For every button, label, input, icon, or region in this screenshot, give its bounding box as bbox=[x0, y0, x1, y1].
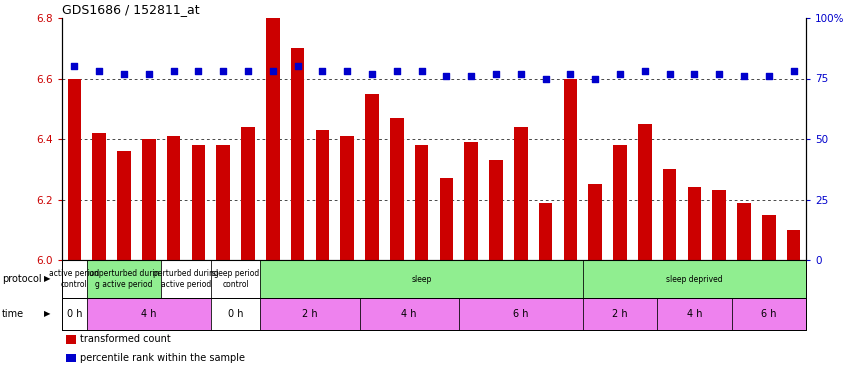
Bar bbox=[688, 188, 701, 260]
Bar bbox=[762, 214, 776, 260]
Point bbox=[539, 75, 552, 81]
Bar bbox=[62, 298, 87, 330]
Point bbox=[92, 68, 106, 74]
Point bbox=[440, 73, 453, 79]
Text: 2 h: 2 h bbox=[613, 309, 628, 319]
Point bbox=[613, 70, 627, 76]
Text: 6 h: 6 h bbox=[761, 309, 777, 319]
Bar bbox=[167, 136, 180, 260]
Bar bbox=[657, 298, 732, 330]
Bar bbox=[241, 127, 255, 260]
Bar bbox=[440, 178, 453, 260]
Point bbox=[340, 68, 354, 74]
Text: GDS1686 / 152811_at: GDS1686 / 152811_at bbox=[62, 3, 200, 16]
Bar bbox=[583, 298, 657, 330]
Point bbox=[762, 73, 776, 79]
Point bbox=[589, 75, 602, 81]
Point bbox=[415, 68, 428, 74]
Text: sleep period
control: sleep period control bbox=[212, 269, 259, 289]
Bar bbox=[360, 298, 459, 330]
Text: perturbed during
active period: perturbed during active period bbox=[153, 269, 219, 289]
Text: transformed count: transformed count bbox=[80, 334, 171, 344]
Point bbox=[217, 68, 230, 74]
Bar bbox=[737, 202, 750, 260]
Point bbox=[68, 63, 81, 69]
Bar bbox=[489, 160, 503, 260]
Bar bbox=[365, 94, 379, 260]
Text: percentile rank within the sample: percentile rank within the sample bbox=[80, 353, 244, 363]
Bar bbox=[266, 18, 280, 260]
Text: protocol: protocol bbox=[2, 274, 41, 284]
Text: time: time bbox=[2, 309, 24, 319]
Point bbox=[712, 70, 726, 76]
Bar bbox=[588, 184, 602, 260]
Text: 0 h: 0 h bbox=[67, 309, 82, 319]
Point bbox=[638, 68, 651, 74]
Bar bbox=[340, 136, 354, 260]
Bar bbox=[68, 78, 81, 260]
Text: 4 h: 4 h bbox=[141, 309, 157, 319]
Text: ▶: ▶ bbox=[44, 274, 50, 284]
Point bbox=[266, 68, 279, 74]
Bar bbox=[464, 142, 478, 260]
Bar bbox=[459, 298, 583, 330]
Point bbox=[291, 63, 305, 69]
Point bbox=[514, 70, 528, 76]
Point bbox=[192, 68, 206, 74]
Point bbox=[142, 70, 156, 76]
Point bbox=[489, 70, 503, 76]
Bar bbox=[787, 230, 800, 260]
Bar bbox=[390, 118, 404, 260]
Text: unperturbed durin
g active period: unperturbed durin g active period bbox=[89, 269, 159, 289]
Point bbox=[464, 73, 478, 79]
Bar bbox=[539, 202, 552, 260]
Bar bbox=[261, 260, 583, 298]
Point bbox=[787, 68, 800, 74]
Bar bbox=[563, 78, 577, 260]
Text: active period
control: active period control bbox=[49, 269, 100, 289]
Bar bbox=[261, 298, 360, 330]
Text: 2 h: 2 h bbox=[302, 309, 318, 319]
Text: 6 h: 6 h bbox=[513, 309, 529, 319]
Text: sleep: sleep bbox=[411, 274, 431, 284]
Bar bbox=[211, 298, 261, 330]
Text: sleep deprived: sleep deprived bbox=[666, 274, 722, 284]
Bar bbox=[583, 260, 806, 298]
Bar bbox=[142, 139, 156, 260]
Bar bbox=[87, 260, 162, 298]
Bar bbox=[712, 190, 726, 260]
Bar bbox=[662, 169, 677, 260]
Point bbox=[662, 70, 676, 76]
Bar bbox=[613, 145, 627, 260]
Text: 0 h: 0 h bbox=[228, 309, 244, 319]
Point bbox=[365, 70, 379, 76]
Bar bbox=[514, 127, 528, 260]
Point bbox=[167, 68, 180, 74]
Bar bbox=[162, 260, 211, 298]
Bar bbox=[316, 130, 329, 260]
Text: 4 h: 4 h bbox=[687, 309, 702, 319]
Text: 4 h: 4 h bbox=[402, 309, 417, 319]
Point bbox=[390, 68, 404, 74]
Bar bbox=[211, 260, 261, 298]
Point bbox=[688, 70, 701, 76]
Point bbox=[118, 70, 131, 76]
Bar bbox=[118, 151, 131, 260]
Bar bbox=[62, 260, 87, 298]
Bar bbox=[415, 145, 428, 260]
Bar bbox=[191, 145, 206, 260]
Point bbox=[563, 70, 577, 76]
Point bbox=[241, 68, 255, 74]
Bar bbox=[217, 145, 230, 260]
Text: ▶: ▶ bbox=[44, 309, 50, 318]
Point bbox=[737, 73, 750, 79]
Point bbox=[316, 68, 329, 74]
Bar bbox=[87, 298, 211, 330]
Bar bbox=[291, 48, 305, 260]
Bar bbox=[92, 133, 106, 260]
Bar bbox=[638, 124, 651, 260]
Bar bbox=[732, 298, 806, 330]
